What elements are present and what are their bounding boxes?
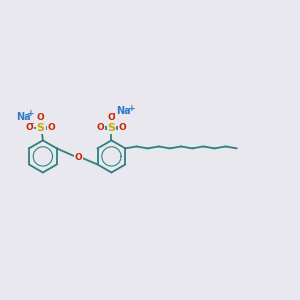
Text: S: S xyxy=(37,123,45,133)
Text: O: O xyxy=(108,113,115,122)
Text: O: O xyxy=(119,123,126,132)
Text: O: O xyxy=(96,123,104,132)
Text: S: S xyxy=(107,123,116,133)
Text: Na: Na xyxy=(116,106,130,116)
Text: O: O xyxy=(74,153,82,162)
Text: O: O xyxy=(26,123,33,132)
Text: +: + xyxy=(27,109,35,118)
Text: O: O xyxy=(37,113,45,122)
Text: −: − xyxy=(27,119,34,128)
Text: O: O xyxy=(48,123,56,132)
Text: Na: Na xyxy=(16,112,31,122)
Text: +: + xyxy=(128,104,136,113)
Text: −: − xyxy=(112,109,119,118)
